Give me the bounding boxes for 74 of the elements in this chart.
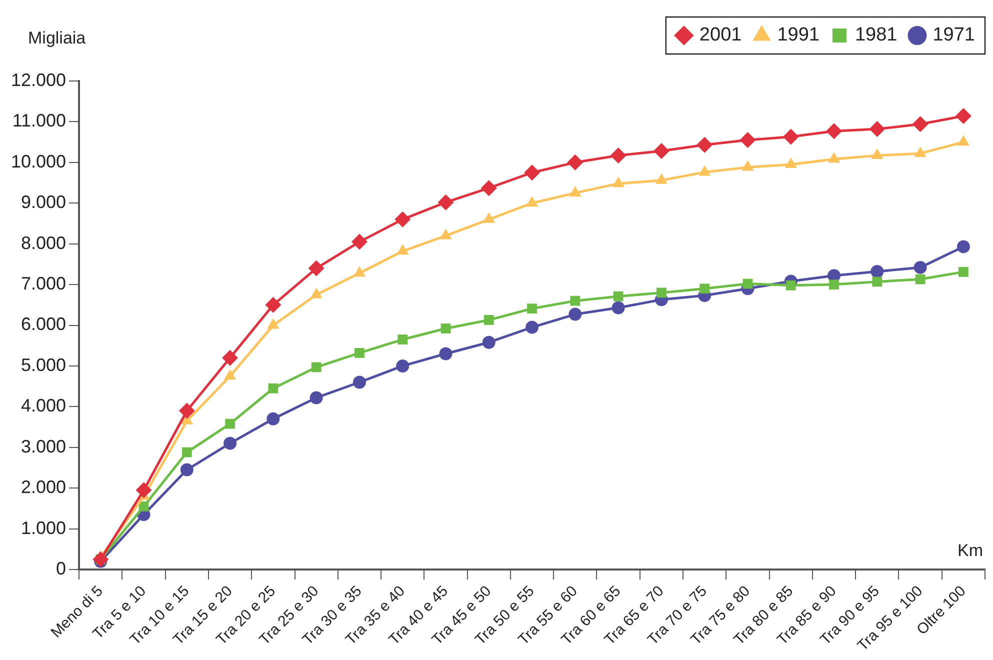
legend-label: 1991 (777, 24, 820, 46)
y-tick-label: 9.000 (21, 192, 66, 212)
point (311, 362, 322, 372)
point (394, 211, 411, 228)
y-tick-label: 7.000 (21, 274, 66, 294)
point (955, 108, 972, 124)
legend-label: 1971 (932, 24, 976, 46)
point (182, 447, 192, 458)
y-axis-title: Migliaia (28, 28, 86, 48)
point (740, 132, 756, 148)
point (653, 143, 670, 160)
legend-label: 2001 (699, 24, 742, 46)
point (310, 391, 323, 404)
point (136, 482, 152, 498)
point (568, 308, 582, 321)
y-tick-label: 2.000 (21, 477, 66, 498)
point (782, 128, 799, 145)
point (527, 304, 537, 314)
y-tick-label: 1.000 (21, 518, 66, 538)
point (138, 501, 149, 512)
point (266, 412, 280, 426)
y-tick-label: 12.000 (10, 70, 66, 90)
x-axis-title: Km (958, 541, 983, 560)
legend-label: 1981 (854, 24, 898, 46)
point (610, 148, 626, 164)
y-tick-label: 6.000 (21, 314, 66, 334)
point (92, 551, 109, 568)
point (440, 324, 451, 334)
point (524, 164, 540, 181)
point (696, 136, 713, 153)
point (829, 280, 839, 290)
point (656, 288, 666, 298)
point (869, 121, 886, 138)
y-tick-label: 0 (56, 558, 66, 578)
point (915, 274, 926, 284)
point (786, 280, 796, 290)
point (567, 154, 584, 170)
point (914, 260, 927, 274)
y-tick-label: 11.000 (12, 110, 66, 131)
point (826, 123, 842, 140)
point (178, 402, 195, 419)
point (742, 278, 753, 289)
point (700, 284, 710, 294)
point (354, 348, 364, 358)
point (872, 276, 882, 287)
point (224, 436, 237, 450)
point (870, 265, 884, 278)
point (956, 240, 970, 254)
point (912, 116, 928, 132)
point (398, 334, 408, 344)
y-tick-label: 4.000 (21, 396, 66, 416)
point (612, 301, 625, 314)
point (396, 359, 410, 372)
point (222, 350, 238, 366)
y-tick-label: 5.000 (21, 354, 66, 375)
point (351, 234, 368, 250)
point (352, 376, 366, 389)
point (484, 315, 494, 325)
point (480, 180, 497, 196)
point (265, 296, 282, 313)
point (958, 266, 968, 277)
y-tick-label: 3.000 (21, 436, 66, 456)
point (439, 347, 452, 360)
point (308, 260, 324, 276)
point (526, 320, 539, 334)
y-tick-label: 8.000 (21, 232, 66, 253)
point (268, 383, 278, 394)
point (438, 194, 454, 210)
point (482, 336, 496, 349)
point (570, 296, 580, 306)
point (225, 418, 235, 429)
point (180, 463, 194, 476)
point (613, 291, 624, 302)
y-tick-label: 10.000 (10, 151, 66, 172)
